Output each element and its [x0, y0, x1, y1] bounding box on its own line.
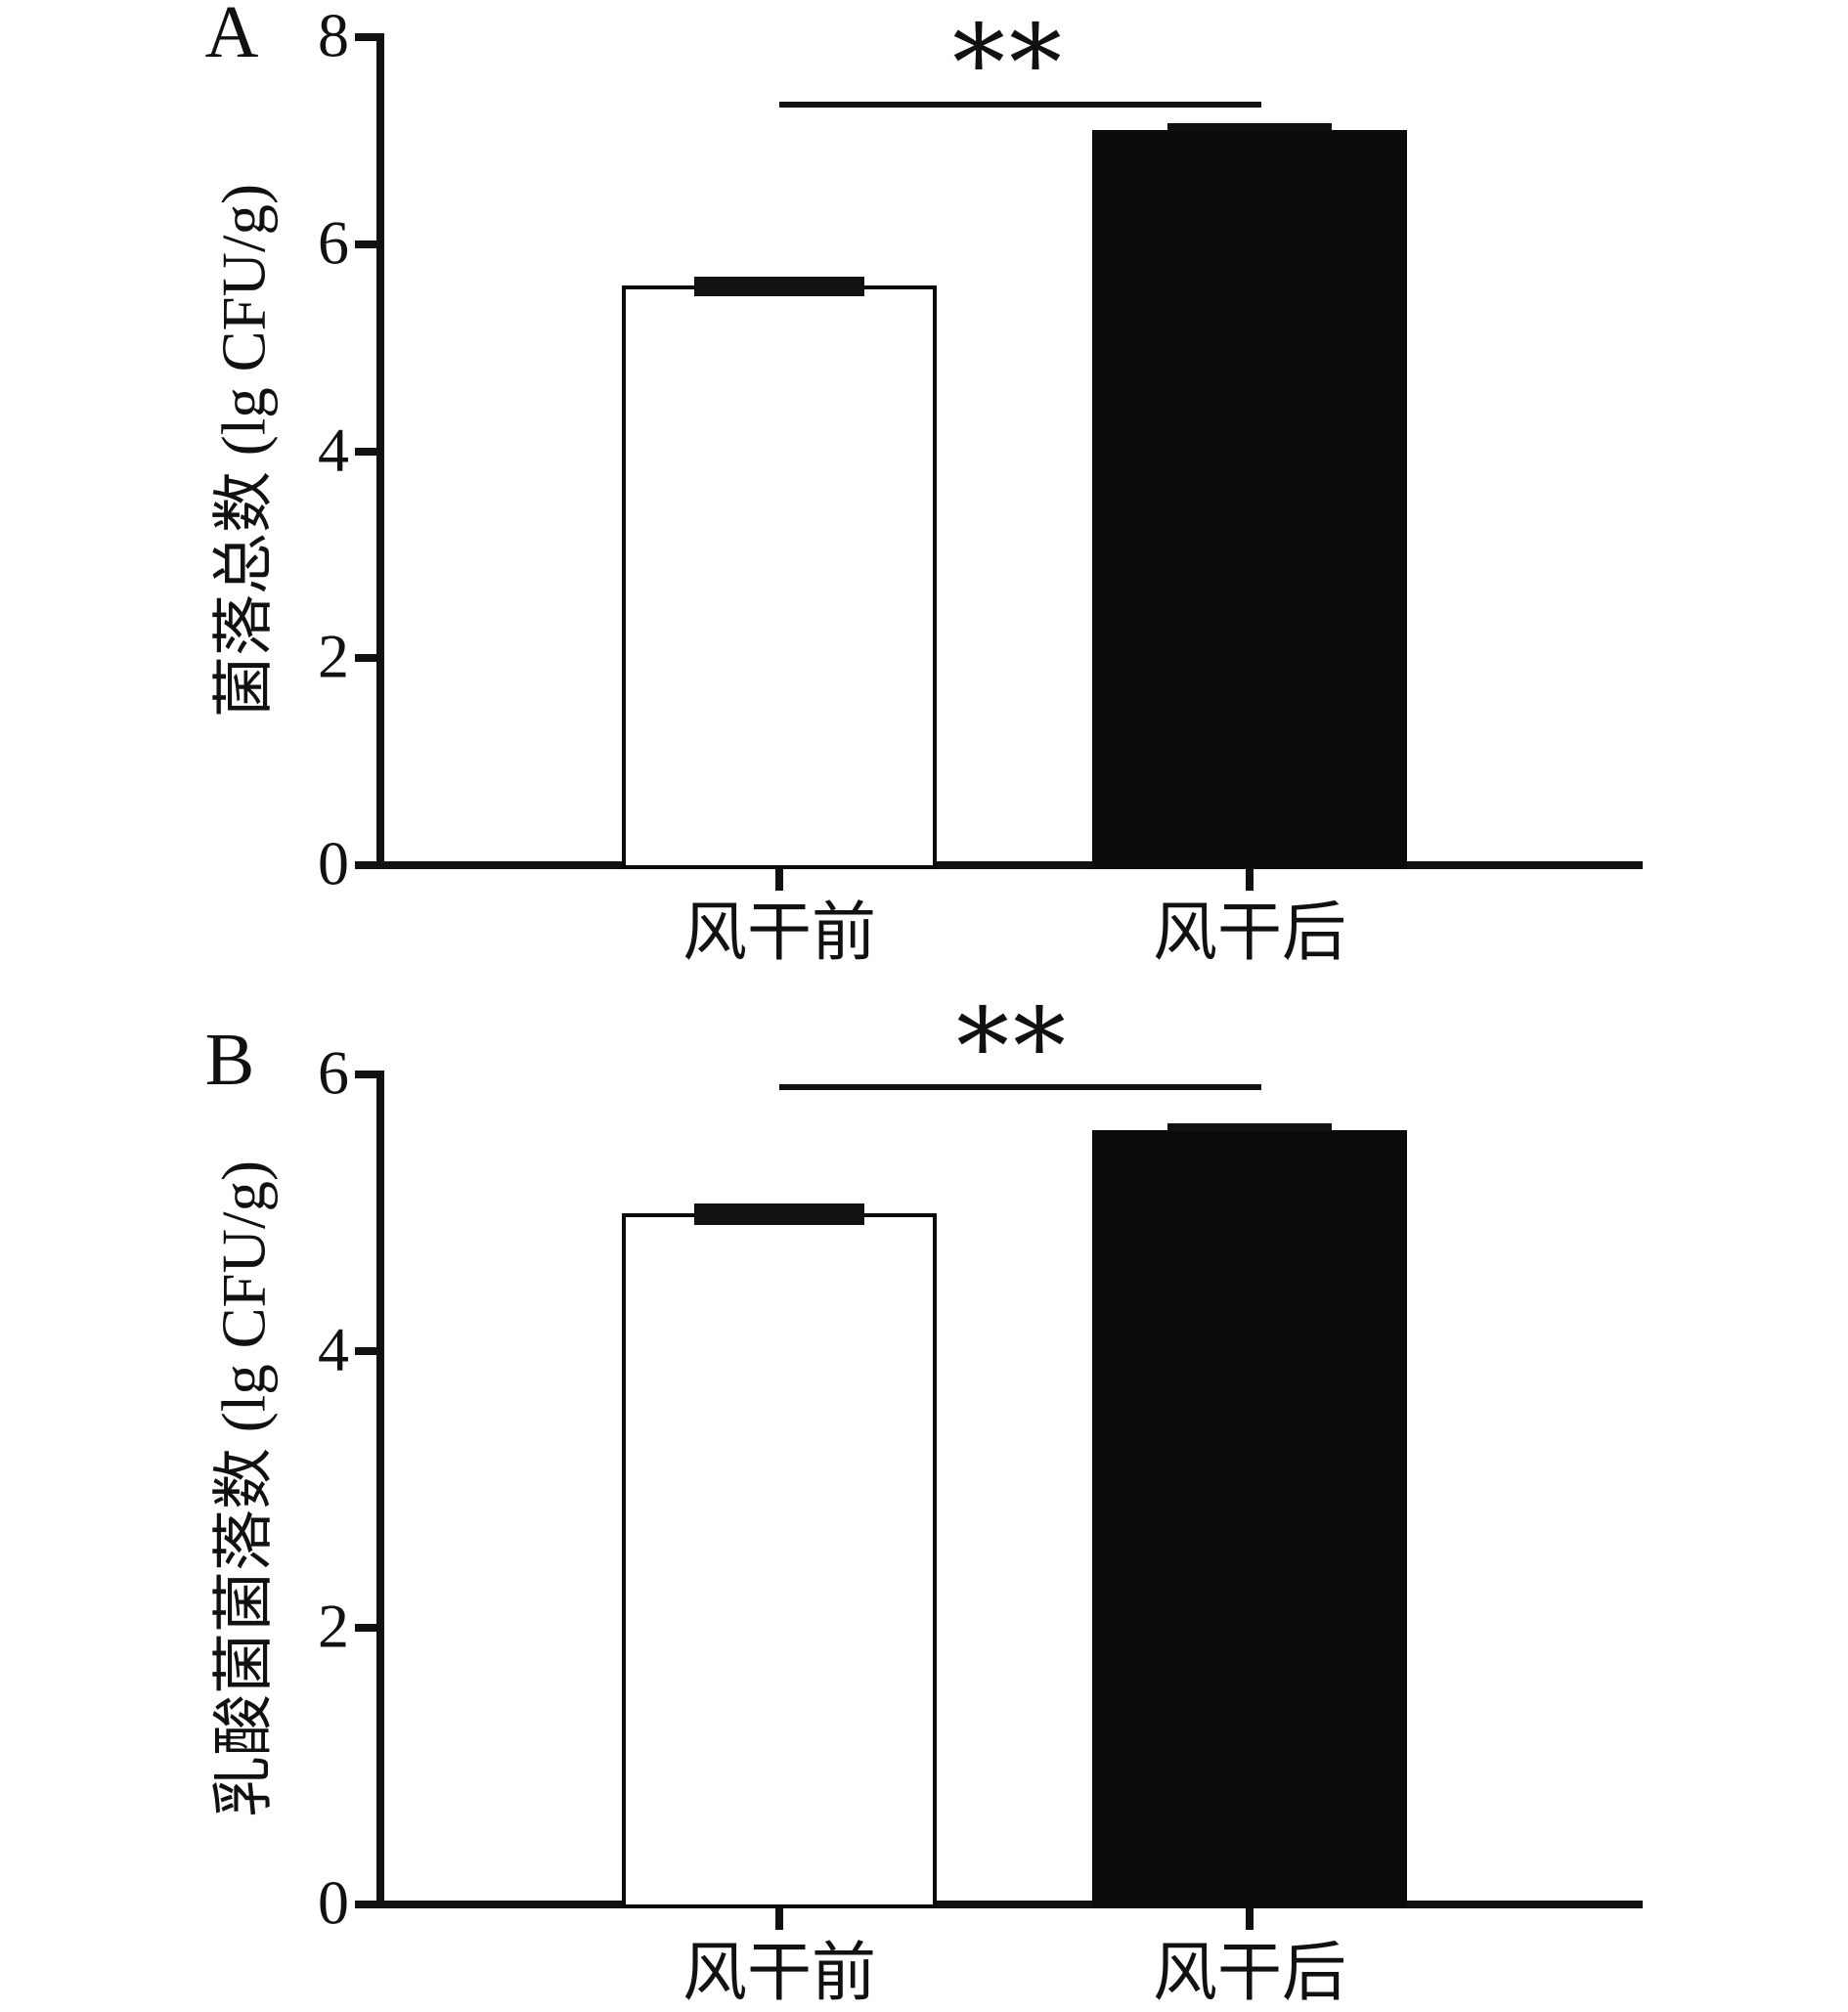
- x-axis-line: [376, 1901, 1643, 1908]
- significance-line: [779, 102, 1261, 108]
- significance-stars: **: [952, 3, 1066, 125]
- bar-风干后: [1092, 1129, 1407, 1908]
- x-tick: [775, 869, 783, 891]
- panel-letter: B: [204, 1019, 255, 1101]
- y-axis-line: [376, 1071, 384, 1908]
- y-tick-label: 4: [318, 415, 349, 485]
- x-tick: [775, 1908, 783, 1930]
- error-bar: [1167, 123, 1332, 132]
- y-tick: [355, 240, 376, 248]
- bar-风干前: [622, 1212, 937, 1908]
- x-tick-label: 风干前: [682, 1938, 876, 2009]
- error-bar: [1167, 1122, 1332, 1131]
- y-tick-label: 4: [318, 1314, 349, 1384]
- y-tick-label: 0: [318, 828, 349, 898]
- bar-风干后: [1092, 130, 1407, 869]
- x-axis-line: [376, 861, 1643, 869]
- y-axis-title: 乳酸菌菌落数 (lg CFU/g): [209, 1159, 279, 1818]
- y-tick: [355, 654, 376, 663]
- y-tick-label: 6: [318, 207, 349, 278]
- y-tick-label: 2: [318, 621, 349, 691]
- x-tick: [1246, 1908, 1254, 1930]
- error-bar: [694, 277, 864, 297]
- bar-风干前: [622, 285, 937, 869]
- y-tick: [355, 861, 376, 869]
- y-tick-label: 8: [318, 0, 349, 70]
- y-tick: [355, 1347, 376, 1355]
- y-tick-label: 6: [318, 1037, 349, 1108]
- y-tick: [355, 33, 376, 41]
- y-tick: [355, 447, 376, 456]
- x-tick-label: 风干后: [1153, 897, 1346, 969]
- x-tick-label: 风干后: [1153, 1938, 1346, 2009]
- significance-stars: **: [956, 986, 1070, 1109]
- y-axis-line: [376, 33, 384, 869]
- x-tick-label: 风干前: [682, 897, 876, 969]
- y-tick: [355, 1624, 376, 1632]
- error-bar: [694, 1203, 864, 1225]
- panel-letter: A: [204, 0, 259, 73]
- y-tick-label: 2: [318, 1591, 349, 1661]
- y-tick: [355, 1071, 376, 1078]
- x-tick: [1246, 869, 1254, 891]
- y-tick-label: 0: [318, 1867, 349, 1938]
- significance-line: [779, 1084, 1261, 1090]
- y-tick: [355, 1901, 376, 1908]
